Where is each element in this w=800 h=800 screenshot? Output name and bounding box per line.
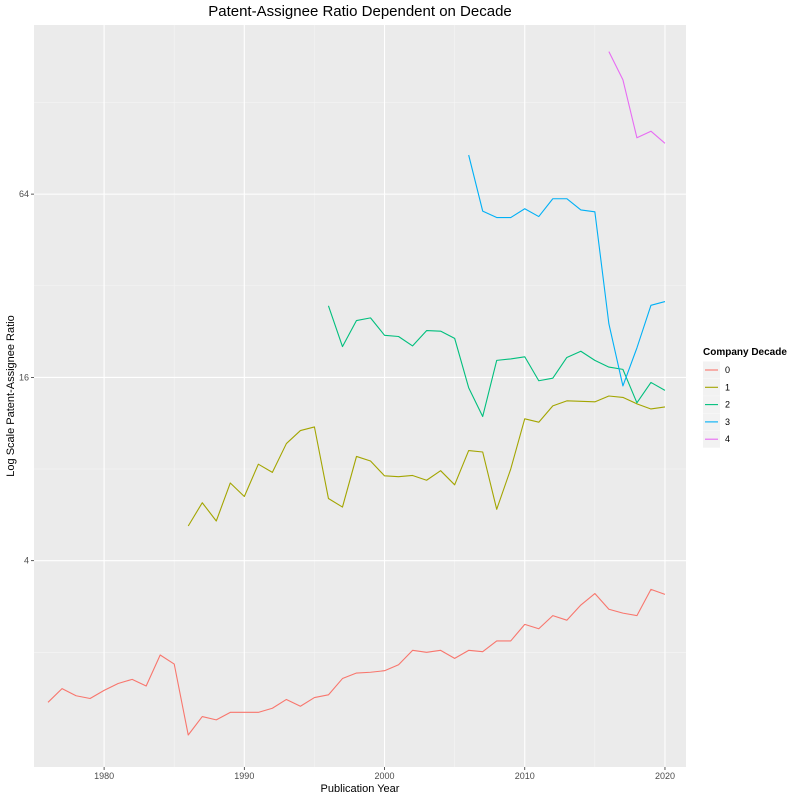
legend-label-3: 3: [725, 417, 730, 427]
series-line-3: [468, 154, 666, 387]
x-tick-label: 2000: [375, 771, 395, 781]
x-axis: 1980 1990 2000 2010 2020: [94, 767, 675, 781]
legend: Company Decade 0 1 2 3 4: [703, 347, 787, 448]
x-axis-title: Publication Year: [321, 783, 400, 795]
legend-items: 0 1 2 3 4: [703, 361, 730, 448]
major-gridlines: [34, 25, 686, 767]
y-axis-title: Log Scale Patent-Assignee Ratio: [5, 315, 17, 476]
plot-panel: [34, 25, 686, 767]
x-tick-label: 1980: [94, 771, 114, 781]
legend-label-0: 0: [725, 365, 730, 375]
legend-title: Company Decade: [703, 347, 787, 358]
y-axis: 4 16 64: [19, 189, 34, 566]
chart-title: Patent-Assignee Ratio Dependent on Decad…: [208, 3, 512, 20]
legend-label-1: 1: [725, 382, 730, 392]
legend-label-2: 2: [725, 400, 730, 410]
series-line-4: [608, 51, 666, 144]
x-tick-label: 2010: [515, 771, 535, 781]
y-tick-label: 64: [19, 189, 29, 199]
series-line-2: [327, 305, 666, 418]
x-tick-label: 2020: [655, 771, 675, 781]
x-tick-label: 1990: [234, 771, 254, 781]
minor-gridlines: [34, 25, 686, 767]
y-tick-label: 4: [24, 556, 29, 566]
series-lines: [47, 51, 666, 736]
series-line-0: [47, 588, 666, 736]
legend-label-4: 4: [725, 434, 730, 444]
y-tick-label: 16: [19, 372, 29, 382]
series-line-1: [187, 395, 666, 527]
